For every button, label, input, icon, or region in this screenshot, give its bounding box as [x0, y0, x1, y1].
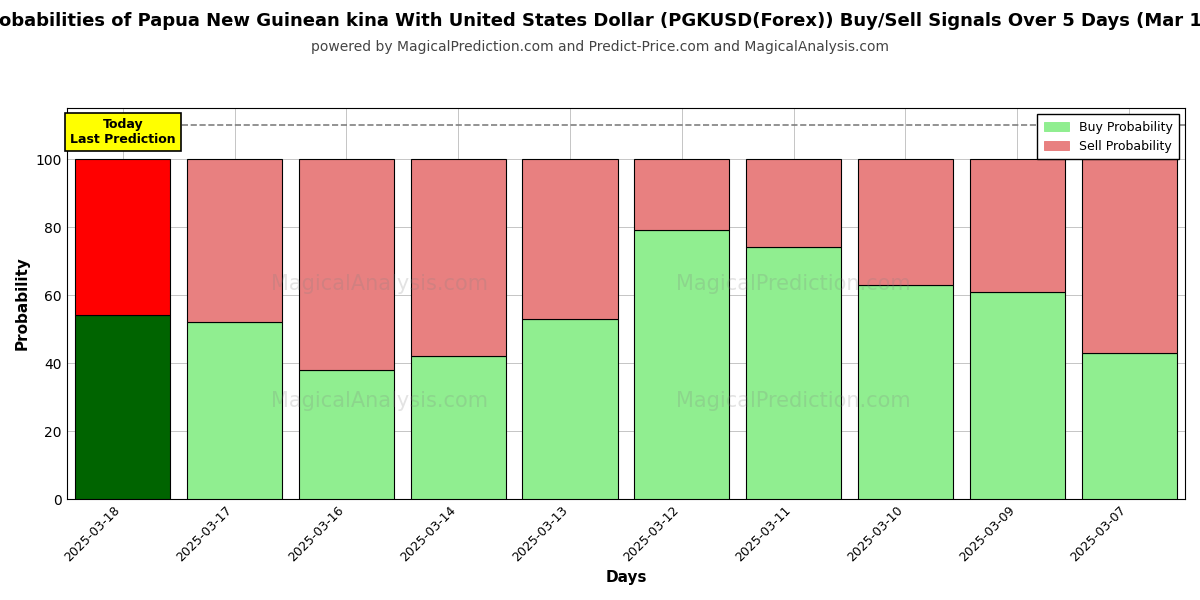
Text: MagicalAnalysis.com: MagicalAnalysis.com — [271, 391, 488, 411]
Bar — [858, 285, 953, 499]
Bar — [299, 370, 394, 499]
Bar — [522, 319, 618, 499]
Bar — [635, 230, 730, 499]
Bar — [858, 159, 953, 285]
Text: powered by MagicalPrediction.com and Predict-Price.com and MagicalAnalysis.com: powered by MagicalPrediction.com and Pre… — [311, 40, 889, 54]
Bar — [76, 316, 170, 499]
Bar — [746, 247, 841, 499]
Bar — [299, 159, 394, 370]
Bar — [1081, 353, 1177, 499]
Bar — [187, 322, 282, 499]
Bar — [522, 159, 618, 319]
Bar — [970, 292, 1064, 499]
Bar — [410, 356, 505, 499]
Bar — [746, 159, 841, 247]
Bar — [187, 159, 282, 322]
X-axis label: Days: Days — [605, 570, 647, 585]
Legend: Buy Probability, Sell Probability: Buy Probability, Sell Probability — [1037, 114, 1178, 159]
Text: Today
Last Prediction: Today Last Prediction — [70, 118, 175, 146]
Bar — [76, 159, 170, 316]
Bar — [1081, 159, 1177, 353]
Bar — [970, 159, 1064, 292]
Text: MagicalAnalysis.com: MagicalAnalysis.com — [271, 274, 488, 294]
Text: Probabilities of Papua New Guinean kina With United States Dollar (PGKUSD(Forex): Probabilities of Papua New Guinean kina … — [0, 12, 1200, 30]
Text: MagicalPrediction.com: MagicalPrediction.com — [677, 391, 911, 411]
Y-axis label: Probability: Probability — [14, 257, 30, 350]
Text: MagicalPrediction.com: MagicalPrediction.com — [677, 274, 911, 294]
Bar — [635, 159, 730, 230]
Bar — [410, 159, 505, 356]
